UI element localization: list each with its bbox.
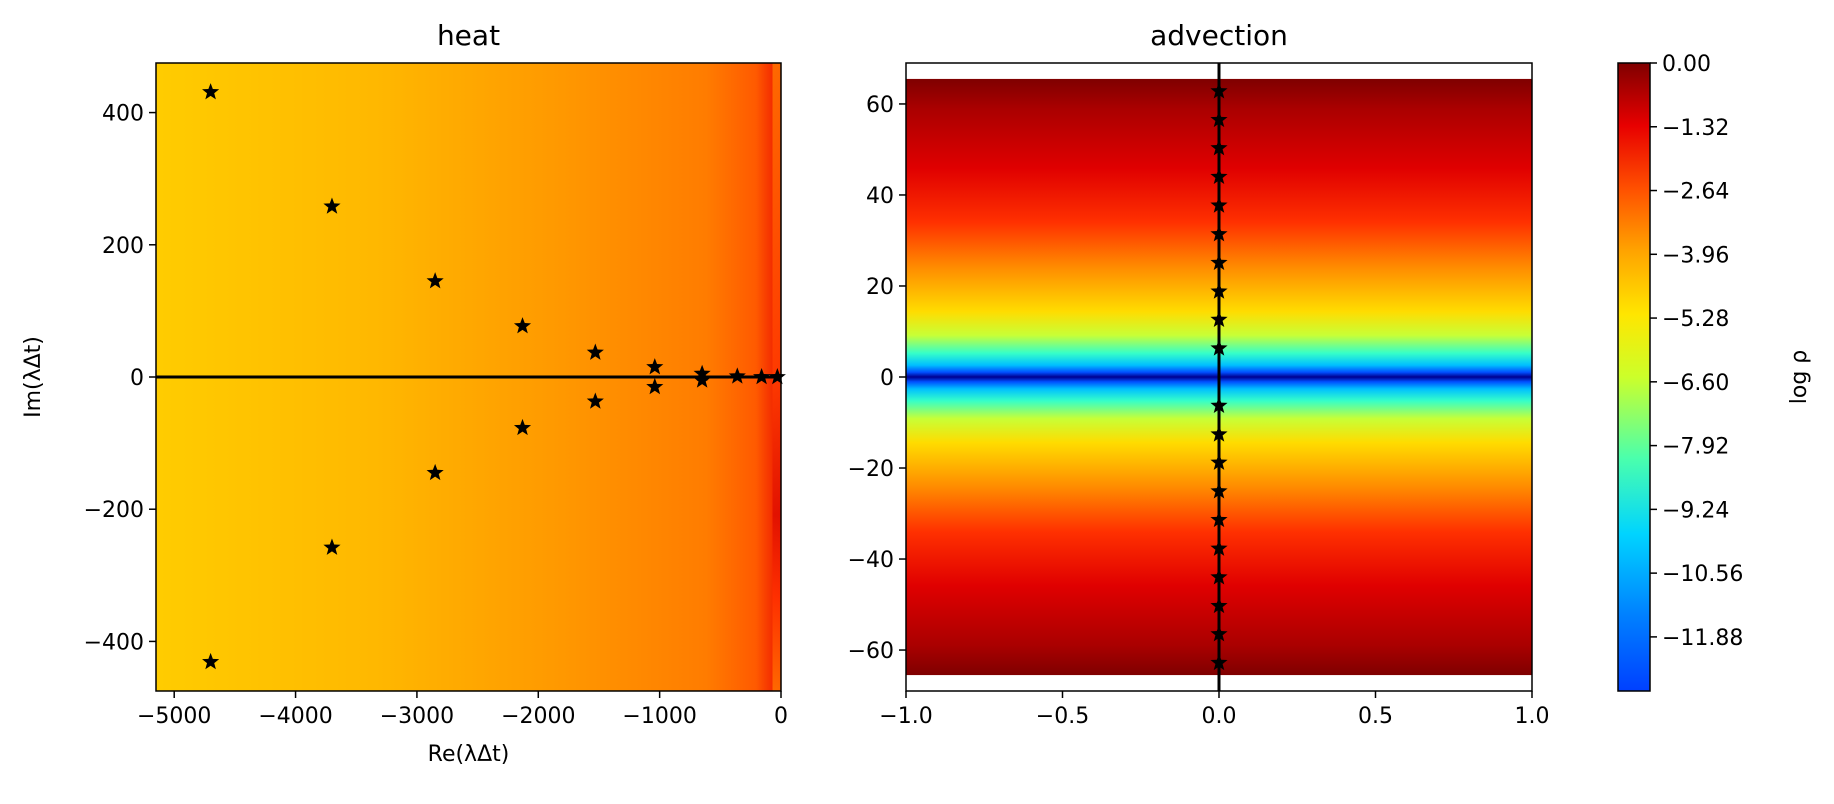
data-point-star (1210, 653, 1228, 671)
data-point-star (1210, 596, 1228, 614)
x-tick-label: −1000 (622, 704, 696, 729)
y-axis-label: Im(λΔt) (21, 336, 46, 418)
data-point-star (646, 377, 664, 395)
colorbar-tick-label: −2.64 (1662, 180, 1729, 205)
data-point-star (1210, 482, 1228, 499)
colorbar-gradient (1617, 62, 1651, 692)
x-tick-label: −0.5 (1036, 704, 1089, 729)
data-point-star (1210, 253, 1228, 271)
y-tick-label: 60 (866, 93, 894, 118)
x-tick-label: −2000 (501, 704, 575, 729)
data-point-star (1210, 196, 1228, 213)
data-point-star (1210, 310, 1228, 327)
x-tick-label: 0.5 (1358, 704, 1393, 729)
data-point-star (728, 367, 746, 384)
colorbar-tick-label: −6.60 (1662, 371, 1729, 396)
x-tick-label: −1.0 (879, 704, 932, 729)
y-tick-label: −60 (848, 639, 894, 664)
data-point-star (1210, 339, 1228, 356)
y-tick-label: 400 (102, 102, 144, 127)
chart-title: advection (1150, 19, 1288, 52)
data-point-star (1210, 139, 1228, 156)
data-point-star (426, 463, 444, 481)
data-point-star (513, 317, 532, 334)
x-tick-label: −5000 (137, 704, 211, 729)
x-tick-label: −4000 (258, 704, 332, 729)
y-tick-label: −40 (848, 548, 894, 573)
data-point-star (693, 371, 711, 388)
data-point-star (1210, 225, 1228, 242)
data-point-star (1210, 396, 1228, 413)
y-tick-label: 0 (880, 366, 894, 391)
x-tick-label: 0 (774, 704, 788, 729)
data-point-star (586, 392, 604, 409)
y-tick-label: 0 (130, 366, 144, 391)
data-point-star (646, 358, 664, 375)
data-point-star (513, 418, 532, 436)
data-point-star (1210, 82, 1228, 99)
y-tick-label: −200 (84, 498, 144, 523)
colorbar-tick-label: −1.32 (1662, 116, 1729, 141)
x-axis-label: Re(λΔt) (428, 742, 510, 767)
data-point-star (768, 368, 786, 385)
y-tick-label: 20 (866, 275, 894, 300)
colorbar-tick-label: −7.92 (1662, 435, 1729, 460)
data-point-star (1210, 167, 1228, 185)
data-point-star (1210, 625, 1228, 642)
colorbar-tick-label: −11.88 (1662, 626, 1743, 651)
x-tick-label: −3000 (380, 704, 454, 729)
data-point-star (426, 272, 444, 289)
data-point-star (323, 538, 341, 555)
data-point-star (202, 652, 220, 670)
data-point-star (1210, 425, 1228, 442)
data-point-star (586, 343, 604, 360)
x-tick-label: 1.0 (1515, 704, 1550, 729)
colorbar: 0.00 −1.32 −2.64 −3.96 −5.28 −6.60 −7.92 −9.24 −… (1617, 52, 1812, 692)
data-point-star (202, 83, 220, 100)
colorbar-tick-label: −9.24 (1662, 498, 1729, 523)
advection-panel: −1.0 −0.5 0.0 0.5 1.0 −60 −40 −20 0 20 40 60 advecti… (848, 19, 1550, 729)
colorbar-tick-label: −5.28 (1662, 307, 1729, 332)
data-point-star (1210, 282, 1228, 299)
y-tick-label: −400 (84, 630, 144, 655)
chart-title: heat (437, 19, 500, 52)
data-point-star (1210, 510, 1228, 528)
y-tick-label: −20 (848, 457, 894, 482)
heat-panel: −5000 −4000 −3000 −2000 −1000 0−400−200020040… (21, 19, 788, 767)
data-point-star (1210, 110, 1228, 128)
data-point-star (1210, 568, 1228, 585)
x-tick-label: 0.0 (1202, 704, 1237, 729)
data-point-star (1210, 453, 1228, 470)
data-point-star (1210, 539, 1228, 556)
colorbar-label: log ρ (1787, 350, 1812, 405)
y-tick-label: 40 (866, 184, 894, 209)
colorbar-tick-label: 0.00 (1662, 52, 1711, 77)
y-tick-label: 200 (102, 234, 144, 259)
data-point-star (323, 197, 341, 214)
colorbar-tick-label: −10.56 (1662, 562, 1743, 587)
data-point-star (753, 368, 771, 385)
colorbar-tick-label: −3.96 (1662, 243, 1729, 268)
